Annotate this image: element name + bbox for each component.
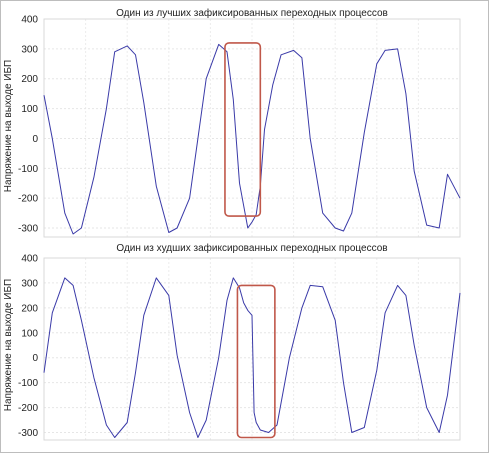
y-tick-label: 300 — [21, 278, 38, 289]
plot-frame — [43, 18, 461, 238]
y-tick-label: 0 — [32, 134, 38, 145]
y-tick-label: 300 — [21, 44, 38, 55]
chart-title: Один из лучших зафиксированных переходны… — [116, 7, 388, 19]
y-tick-label: 100 — [21, 104, 38, 115]
chart-panel-worst: Один из худших зафиксированных переходны… — [3, 242, 461, 441]
highlight-box — [236, 284, 276, 439]
y-tick-label: 100 — [21, 328, 38, 339]
y-tick-label: -100 — [18, 378, 38, 389]
y-tick-label: 0 — [32, 353, 38, 364]
y-axis-label: Напряжение на выходе ИБП — [3, 60, 14, 192]
y-tick-label: -200 — [18, 194, 38, 205]
plot-frame — [43, 257, 461, 441]
plot-area: 400 300 200 100 0 -100 -200 -300 — [18, 15, 461, 238]
y-tick-label: 400 — [21, 254, 38, 265]
plot-area: 400 300 200 100 0 -100 -200 -300 — [18, 254, 461, 441]
y-tick-label: -300 — [18, 224, 38, 235]
series-line — [43, 43, 461, 235]
y-tick-label: 200 — [21, 303, 38, 314]
chart-title: Один из худших зафиксированных переходны… — [116, 242, 387, 254]
highlight-box — [224, 42, 262, 217]
y-tick-label: -200 — [18, 403, 38, 414]
y-tick-label: 200 — [21, 74, 38, 85]
chart-panel-best: Один из лучших зафиксированных переходны… — [3, 7, 461, 238]
y-axis-label: Напряжение на выходе ИБП — [3, 279, 14, 411]
series-line — [43, 277, 461, 438]
figure-border — [0, 0, 489, 453]
y-tick-label: -100 — [18, 164, 38, 175]
y-tick-label: 400 — [21, 15, 38, 26]
y-tick-label: -300 — [18, 428, 38, 439]
